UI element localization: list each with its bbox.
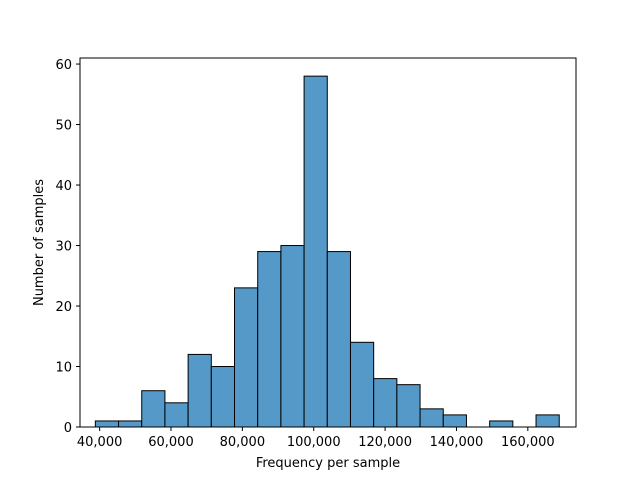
histogram-bar-5: [210, 366, 236, 428]
x-tick-label: 60,000: [148, 435, 194, 450]
histogram-bar-17: [489, 420, 514, 428]
y-axis-ticks: 0 10 20 30 40 50 60: [55, 58, 80, 436]
histogram-bar-13: [396, 384, 421, 428]
histogram-bar-6: [234, 287, 259, 428]
x-axis-label: Frequency per sample: [256, 456, 400, 471]
histogram-bar-4: [187, 353, 212, 428]
histogram-bar-1: [118, 420, 143, 428]
x-tick-label: 140,000: [430, 435, 484, 450]
y-tick-label: 50: [55, 119, 72, 134]
y-tick-label: 60: [55, 58, 72, 73]
histogram-bar-0: [94, 420, 120, 428]
histogram-bar-12: [373, 378, 398, 428]
y-tick-label: 40: [55, 179, 72, 194]
plot-frame: [79, 57, 577, 428]
x-tick-label: 40,000: [77, 435, 123, 450]
histogram-bars: [94, 75, 560, 428]
y-tick-label: 30: [55, 240, 72, 255]
histogram-bar-11: [349, 341, 375, 428]
y-tick-label: 10: [55, 361, 72, 376]
y-axis-label: Number of samples: [32, 179, 47, 306]
histogram-bar-2: [141, 390, 166, 428]
histogram-bar-3: [164, 402, 189, 428]
x-tick-label: 100,000: [287, 435, 341, 450]
y-tick-label: 0: [64, 421, 72, 436]
x-tick-label: 160,000: [501, 435, 555, 450]
histogram-bar-15: [442, 414, 467, 428]
histogram-bar-8: [280, 245, 305, 428]
histogram-bar-7: [257, 251, 282, 428]
x-tick-label: 120,000: [358, 435, 412, 450]
x-axis-ticks: 40,000 60,000 80,000 100,000 120,000 140,000 1…: [77, 427, 555, 450]
histogram-bar-19: [535, 414, 560, 428]
histogram-bar-14: [419, 408, 444, 428]
histogram-bar-10: [326, 251, 351, 428]
y-tick-label: 20: [55, 300, 72, 315]
x-tick-label: 80,000: [220, 435, 266, 450]
histogram-bar-9: [303, 75, 328, 428]
